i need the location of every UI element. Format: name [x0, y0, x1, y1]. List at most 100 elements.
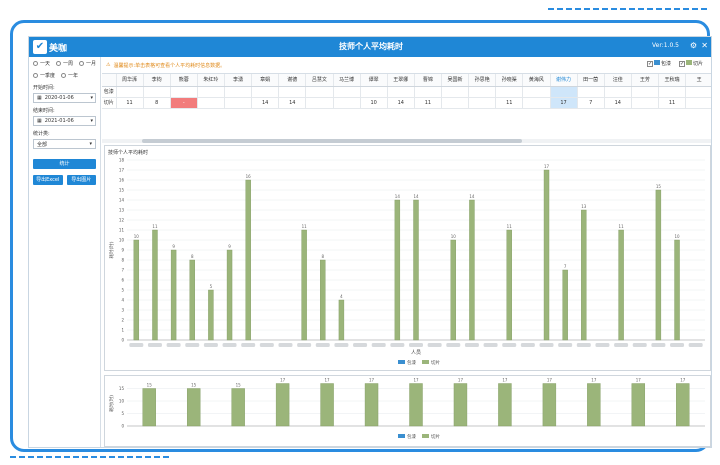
series-label: 切片 [692, 61, 703, 67]
bar-value-label: 11 [507, 224, 513, 229]
horizontal-scrollbar[interactable] [102, 139, 711, 143]
table-cell[interactable]: 7 [577, 97, 605, 109]
table-cell[interactable] [631, 97, 660, 109]
table-cell[interactable] [305, 97, 334, 109]
period-radio-0[interactable]: 一天 [33, 60, 50, 67]
column-header[interactable]: 田一茵 [577, 74, 605, 87]
table-cell[interactable]: 14 [604, 97, 632, 109]
table-cell[interactable] [414, 86, 443, 98]
logo-text: 美咖 [49, 43, 68, 54]
table-cell[interactable]: 11 [414, 97, 443, 109]
table-cell[interactable]: 17 [550, 97, 578, 109]
column-header[interactable]: 周华湃 [116, 74, 144, 87]
table-cell[interactable] [685, 97, 711, 109]
table-cell[interactable] [604, 86, 632, 98]
column-header[interactable]: 曹锦 [414, 74, 443, 87]
column-header[interactable]: 王芳 [631, 74, 660, 87]
export-excel-button[interactable]: 导出Excel [33, 175, 63, 185]
stat-button[interactable]: 统计 [33, 159, 96, 169]
table-cell[interactable]: 14 [251, 97, 280, 109]
table-cell[interactable] [441, 97, 470, 109]
bar [275, 383, 290, 427]
table-cell[interactable] [224, 86, 253, 98]
column-header[interactable]: 吕慧文 [305, 74, 334, 87]
column-header[interactable]: 谢伟力 [550, 74, 578, 87]
table-cell[interactable] [522, 86, 551, 98]
settings-icon[interactable]: ⚙ [689, 41, 697, 50]
table-cell[interactable] [278, 86, 307, 98]
table-cell[interactable] [251, 86, 280, 98]
period-radio-3[interactable]: 一季度 [33, 72, 55, 79]
table-row[interactable]: 包漆 [102, 86, 711, 98]
table-cell[interactable] [143, 86, 171, 98]
x-tick-label-redacted [520, 343, 535, 347]
table-cell[interactable] [658, 86, 687, 98]
calendar-icon: ▦ [37, 95, 42, 101]
table-row[interactable]: 切片 11 8-14 14 10 14 11 11 17 7 14 11 [102, 97, 711, 109]
series-toggle-qiepian[interactable]: ✓ 切片 [678, 60, 703, 67]
table-cell[interactable] [305, 86, 334, 98]
column-header[interactable]: 王翠娜 [387, 74, 415, 87]
table-cell[interactable]: 8 [143, 97, 171, 109]
table-cell[interactable] [468, 97, 497, 109]
table-cell[interactable]: - [170, 97, 198, 109]
table-cell[interactable]: 10 [360, 97, 388, 109]
table-cell[interactable]: 11 [658, 97, 687, 109]
table-cell[interactable] [360, 86, 388, 98]
table-cell[interactable] [550, 86, 578, 98]
column-header[interactable]: 汪佳 [604, 74, 632, 87]
column-header[interactable]: 李钧 [143, 74, 171, 87]
column-header[interactable]: 谢德 [278, 74, 307, 87]
export-image-button[interactable]: 导出图片 [66, 175, 96, 185]
table-cell[interactable] [522, 97, 551, 109]
table-cell[interactable] [631, 86, 660, 98]
column-header[interactable]: 马兰博 [333, 74, 361, 87]
table-cell[interactable] [441, 86, 470, 98]
column-header[interactable]: 朱红玲 [197, 74, 226, 87]
table-cell[interactable] [116, 86, 144, 98]
column-header[interactable]: 王 [685, 74, 711, 87]
bar-value-label: 17 [636, 378, 642, 383]
table-cell[interactable]: 11 [495, 97, 524, 109]
close-icon[interactable]: ✕ [701, 41, 708, 50]
column-header[interactable]: 王秋瑞 [658, 74, 687, 87]
table-cell[interactable]: 14 [278, 97, 307, 109]
table-cell[interactable] [387, 86, 415, 98]
series-toggle-baoqi[interactable]: ✓ 包漆 [646, 60, 671, 67]
table-cell[interactable] [197, 97, 226, 109]
table-cell[interactable] [224, 97, 253, 109]
y-tick-label: 14 [119, 198, 125, 203]
period-radio-1[interactable]: 一周 [56, 60, 73, 67]
bar [469, 199, 475, 341]
bar-value-label: 10 [451, 234, 457, 239]
column-header[interactable]: 熊蓉 [170, 74, 198, 87]
period-radio-2[interactable]: 一月 [79, 60, 96, 67]
column-header[interactable]: 孙晓渠 [495, 74, 524, 87]
legend-label: 切片 [431, 359, 440, 366]
scrollbar-thumb[interactable] [142, 139, 522, 143]
chart-panel-main: 技师个人平均耗时 0 1 2 3 4 5 6 7 8 9 10 11 12 13 14 15 16 17 18 耗时(… [104, 145, 711, 371]
table-cell[interactable] [468, 86, 497, 98]
column-header[interactable]: 谭翠 [360, 74, 388, 87]
column-header[interactable]: 黄海风 [522, 74, 551, 87]
y-tick-label: 5 [121, 288, 124, 293]
table-cell[interactable]: 14 [387, 97, 415, 109]
column-header[interactable]: 李湧 [224, 74, 253, 87]
end-date-field[interactable]: ▦ 2021-01-06 ▾ [33, 116, 96, 126]
column-header[interactable] [102, 74, 117, 87]
table-cell[interactable] [685, 86, 711, 98]
table-cell[interactable] [197, 86, 226, 98]
type-select[interactable]: 全部 ▾ [33, 139, 96, 149]
table-cell[interactable] [333, 86, 361, 98]
table-cell[interactable]: 11 [116, 97, 144, 109]
table-cell[interactable] [577, 86, 605, 98]
table-cell[interactable] [170, 86, 198, 98]
period-radio-4[interactable]: 一年 [61, 72, 78, 79]
column-header[interactable]: 孙思艳 [468, 74, 497, 87]
column-header[interactable]: 吴国新 [441, 74, 470, 87]
table-cell[interactable] [333, 97, 361, 109]
start-date-field[interactable]: ▦ 2020-01-06 ▾ [33, 93, 96, 103]
start-date-value: 2020-01-06 [44, 95, 74, 101]
table-cell[interactable] [495, 86, 524, 98]
column-header[interactable]: 章娟 [251, 74, 280, 87]
